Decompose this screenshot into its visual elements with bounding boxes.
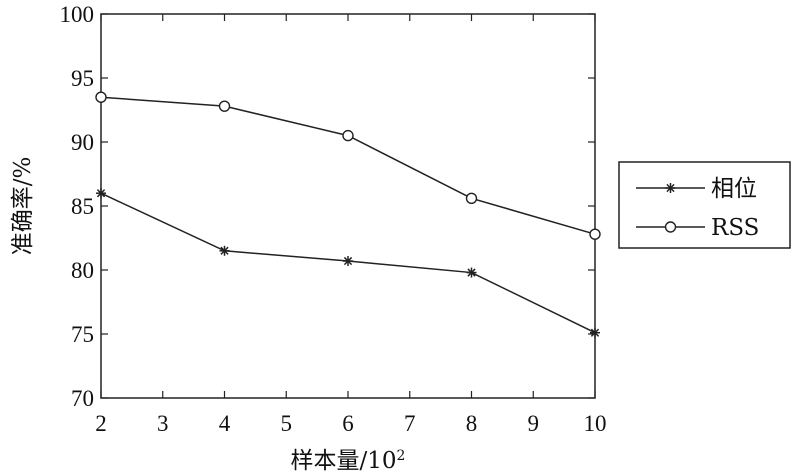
- legend-label: 相位: [711, 176, 757, 202]
- legend-marker: [664, 221, 677, 233]
- data-point: [590, 327, 600, 338]
- legend-item-0: 相位: [636, 176, 757, 202]
- x-tick-label: 9: [528, 411, 540, 436]
- x-tick-label: 3: [157, 411, 169, 436]
- axes: 2 3 4 5 6 7 8 9 10 70 75 80 85 90 95 100: [60, 2, 607, 436]
- x-tick-label: 6: [342, 411, 354, 436]
- data-point: [96, 188, 106, 199]
- y-tick-label: 95: [71, 66, 94, 91]
- series-layer: [95, 91, 601, 338]
- series-1: [95, 91, 601, 240]
- asterisk-stroke: [220, 246, 229, 255]
- x-tick-label: 10: [584, 411, 607, 436]
- y-tick-label: 80: [71, 258, 94, 283]
- asterisk-stroke: [343, 256, 353, 266]
- y-tick-label: 75: [71, 322, 94, 347]
- x-tick-label: 7: [404, 411, 416, 436]
- series-0: [96, 188, 600, 338]
- y-axis-label: 准确率/%: [10, 157, 36, 256]
- x-tick-label: 2: [95, 411, 107, 436]
- plot-frame: [100, 13, 596, 399]
- x-axis-label-superscript: 2: [397, 448, 406, 464]
- asterisk-stroke: [96, 189, 106, 198]
- asterisk-stroke: [467, 268, 476, 277]
- x-tick-label: 8: [466, 411, 478, 436]
- legend: 相位 RSS: [618, 161, 791, 249]
- data-point: [95, 91, 107, 103]
- legend-item-1: RSS: [636, 215, 759, 241]
- x-axis-label: 样本量/102: [291, 448, 406, 474]
- x-tick-label: 5: [281, 411, 293, 436]
- x-axis-label-text: 样本量/10: [291, 448, 397, 474]
- data-point: [343, 256, 353, 267]
- series-line: [100, 96, 596, 235]
- data-point: [219, 245, 230, 256]
- asterisk-stroke: [590, 328, 600, 337]
- x-tick-label: 4: [219, 411, 231, 436]
- y-tick-label: 90: [71, 130, 94, 155]
- data-point: [218, 100, 231, 112]
- asterisk-stroke: [666, 183, 675, 193]
- data-point: [465, 192, 478, 205]
- legend-box: [618, 161, 791, 249]
- data-point: [466, 267, 477, 278]
- y-tick-label: 70: [71, 386, 94, 411]
- data-point: [342, 129, 354, 142]
- legend-marker: [665, 183, 676, 193]
- y-tick-label: 100: [60, 2, 95, 27]
- data-point: [589, 228, 601, 240]
- legend-label: RSS: [711, 215, 759, 241]
- y-tick-label: 85: [71, 194, 94, 219]
